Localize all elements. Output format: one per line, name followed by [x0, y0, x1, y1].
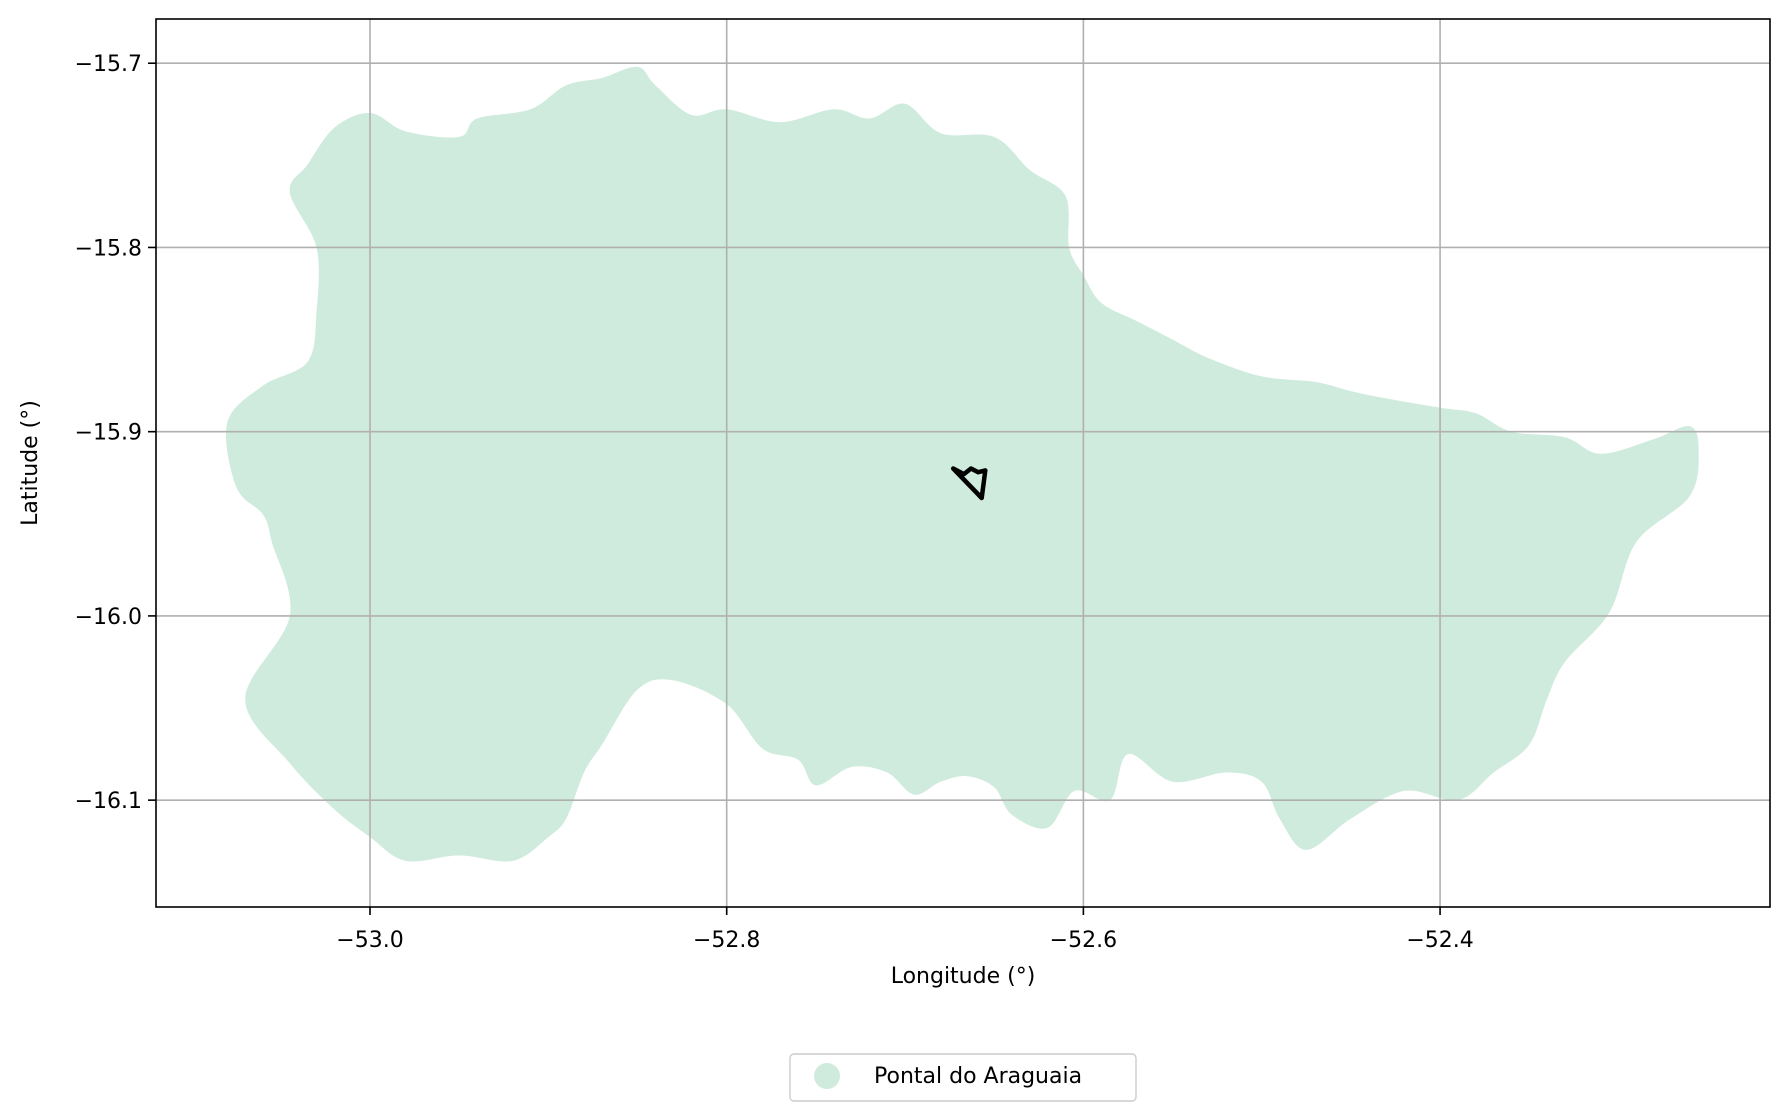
- legend-frame: [789, 1053, 1137, 1102]
- x-tick-label-2: −52.6: [1050, 928, 1117, 953]
- feature-outline-0: [950, 466, 988, 501]
- x-tick-label-1: −52.8: [693, 928, 760, 953]
- plot-area: [156, 19, 1770, 907]
- y-tick-label-0: −15.7: [75, 52, 142, 77]
- legend-marker-pontal-do-araguaia: [814, 1063, 840, 1089]
- y-tick-label-4: −16.1: [75, 789, 142, 814]
- x-axis-ticks: −53.0 −52.8 −52.6 −52.4: [336, 907, 1474, 953]
- region-pontal-do-araguaia: [225, 66, 1699, 862]
- legend-label-pontal-do-araguaia: Pontal do Araguaia: [874, 1064, 1082, 1089]
- axes-frame: [155, 18, 1771, 908]
- y-axis-ticks: −15.7 −15.8 −15.9 −16.0 −16.1: [75, 52, 156, 814]
- x-tick-label-3: −52.4: [1406, 928, 1473, 953]
- x-tick-label-0: −53.0: [336, 928, 403, 953]
- region-layer: [225, 66, 1699, 862]
- y-axis-label: Latitude (°): [18, 400, 43, 526]
- y-tick-label-1: −15.8: [75, 236, 142, 261]
- legend: Pontal do Araguaia: [789, 1053, 1137, 1102]
- y-tick-label-2: −15.9: [75, 421, 142, 446]
- feature-layer: [950, 466, 988, 501]
- grid-layer: [156, 19, 1770, 907]
- x-axis-label: Longitude (°): [891, 964, 1036, 989]
- y-tick-label-3: −16.0: [75, 605, 142, 630]
